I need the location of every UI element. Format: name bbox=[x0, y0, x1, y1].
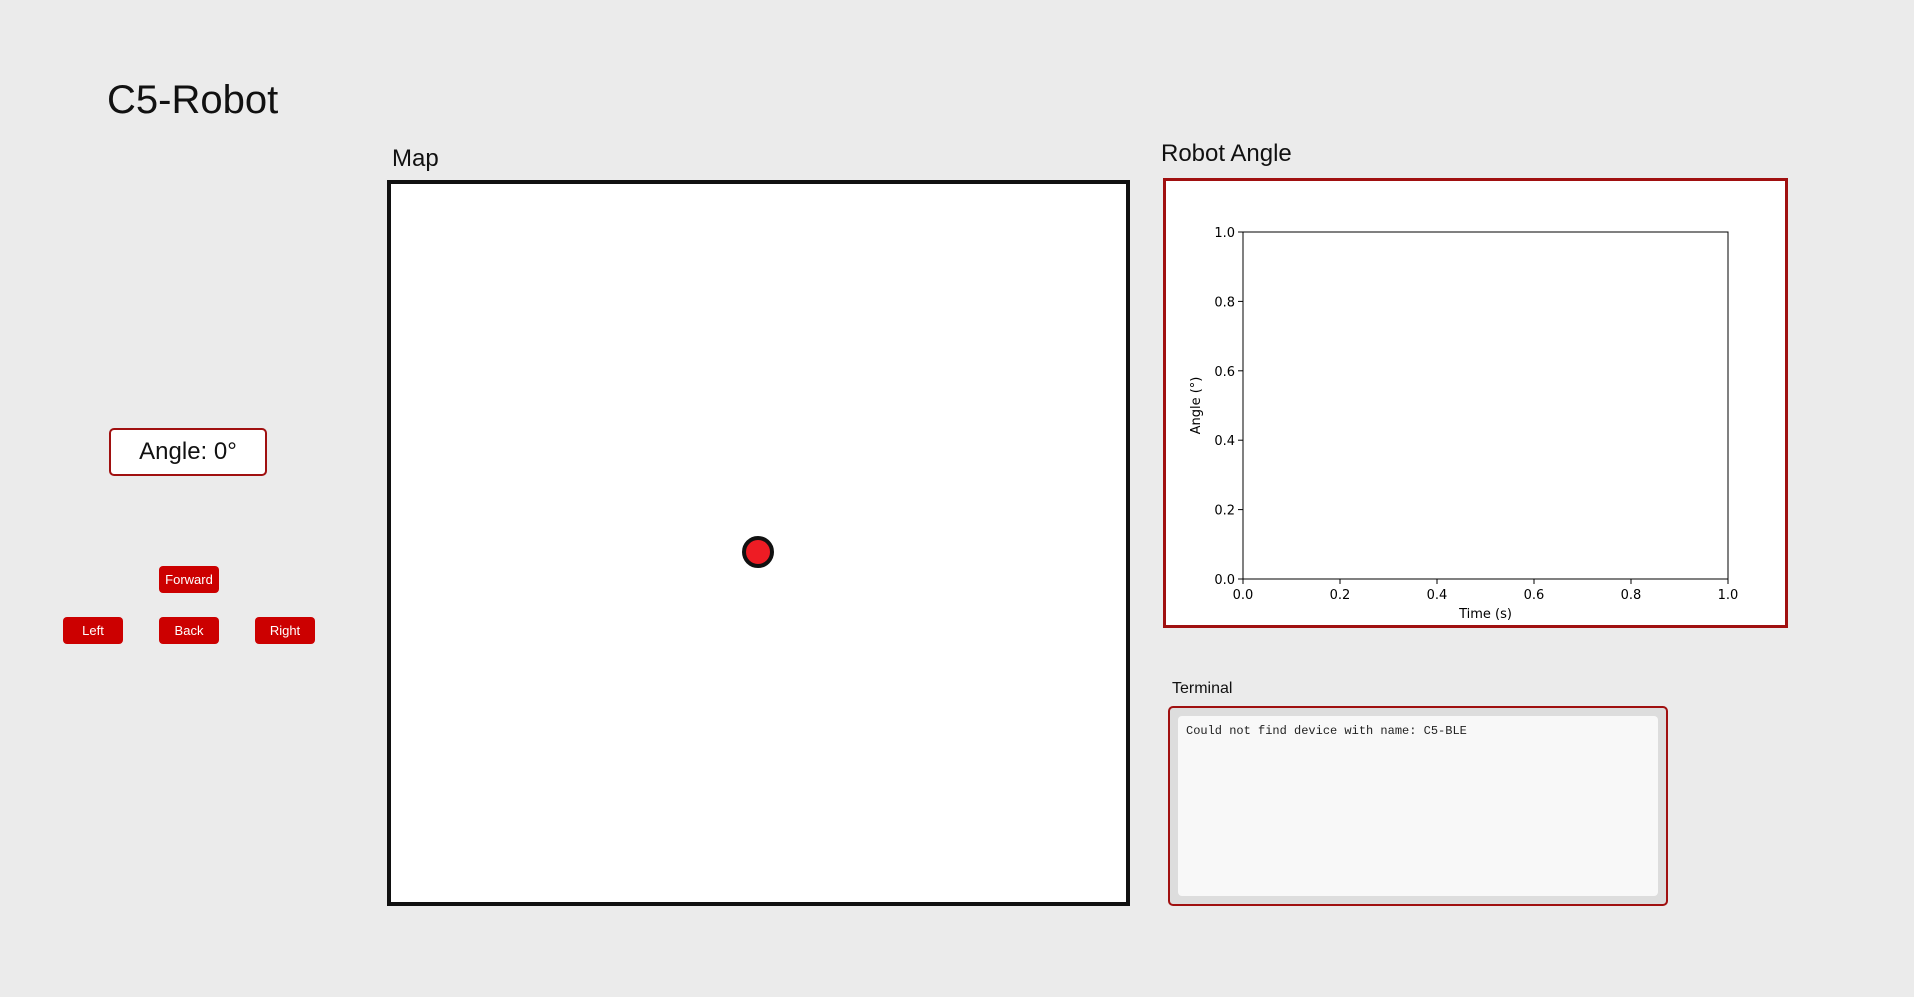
map-canvas[interactable] bbox=[387, 180, 1130, 906]
angle-chart-svg: 0.0 0.2 0.4 0.6 0.8 1.0 0.0 0.2 0.4 0.6 0.8 1.0 Time… bbox=[1189, 226, 1739, 622]
x-tick-label: 0.8 bbox=[1621, 588, 1642, 603]
x-tick-label: 0.0 bbox=[1233, 588, 1254, 603]
y-tick-label: 0.4 bbox=[1214, 434, 1235, 449]
left-button[interactable]: Left bbox=[63, 617, 123, 644]
x-tick-label: 0.6 bbox=[1524, 588, 1545, 603]
x-tick-label: 0.4 bbox=[1427, 588, 1448, 603]
right-button[interactable]: Right bbox=[255, 617, 315, 644]
app-title: C5-Robot bbox=[107, 78, 279, 122]
x-axis-label: Time (s) bbox=[1458, 607, 1512, 622]
terminal-label: Terminal bbox=[1172, 680, 1233, 697]
map-label: Map bbox=[392, 145, 439, 172]
angle-display: Angle: 0° bbox=[109, 428, 267, 476]
terminal-panel: Could not find device with name: C5-BLE bbox=[1168, 706, 1668, 906]
forward-button[interactable]: Forward bbox=[159, 566, 219, 593]
x-tick-label: 0.2 bbox=[1330, 588, 1351, 603]
x-tick-label: 1.0 bbox=[1718, 588, 1739, 603]
y-axis-label: Angle (°) bbox=[1189, 377, 1204, 435]
robot-angle-chart: 0.0 0.2 0.4 0.6 0.8 1.0 0.0 0.2 0.4 0.6 0.8 1.0 Time… bbox=[1163, 178, 1788, 628]
plot-area bbox=[1242, 231, 1729, 580]
y-tick-label: 0.8 bbox=[1214, 295, 1235, 310]
y-tick-label: 0.0 bbox=[1214, 573, 1235, 588]
terminal-output[interactable]: Could not find device with name: C5-BLE bbox=[1178, 716, 1658, 896]
angle-display-text: Angle: 0° bbox=[139, 438, 237, 465]
back-button[interactable]: Back bbox=[159, 617, 219, 644]
robot-marker bbox=[742, 536, 774, 568]
y-tick-label: 1.0 bbox=[1214, 226, 1235, 241]
y-tick-label: 0.2 bbox=[1214, 504, 1235, 519]
robot-angle-label: Robot Angle bbox=[1161, 140, 1292, 167]
y-tick-label: 0.6 bbox=[1214, 365, 1235, 380]
